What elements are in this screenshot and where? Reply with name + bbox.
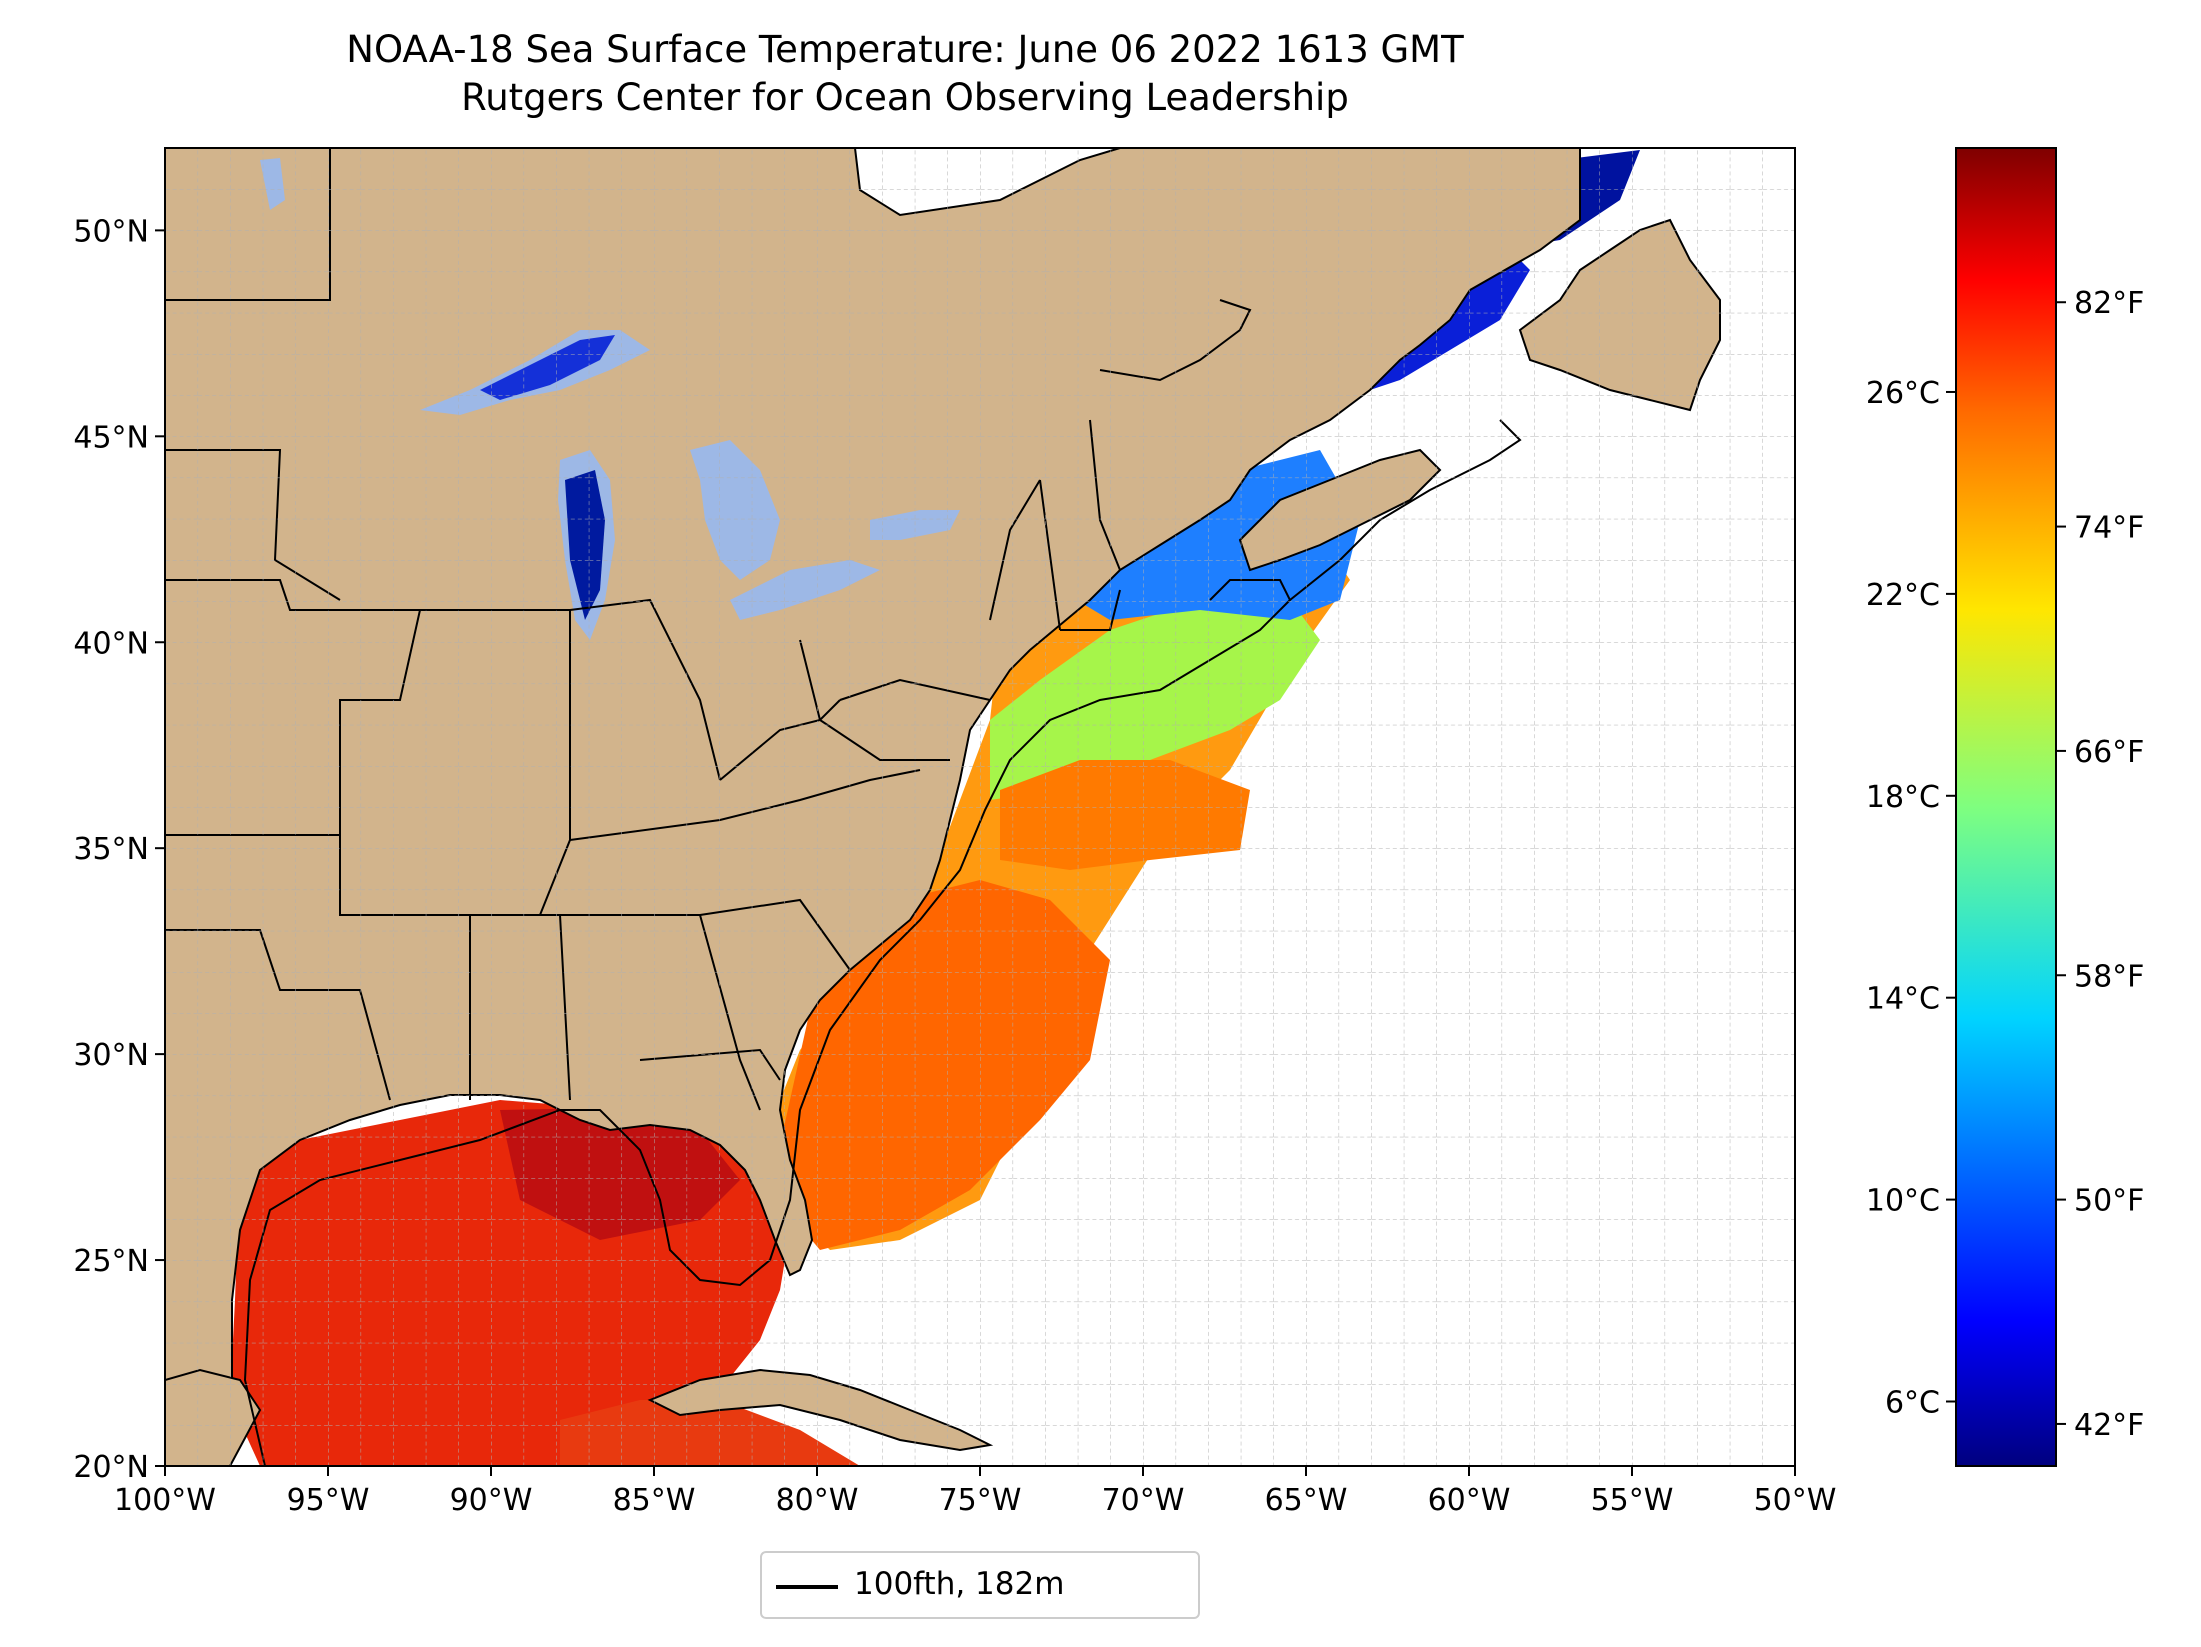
lon-tick-label: 70°W bbox=[1102, 1483, 1185, 1518]
f-tick-label: 74°F bbox=[2074, 511, 2144, 546]
lat-tick-label: 45°N bbox=[73, 420, 149, 455]
lat-tick-label: 25°N bbox=[73, 1244, 149, 1279]
lat-tick-label: 50°N bbox=[73, 214, 149, 249]
lat-tick-label: 35°N bbox=[73, 832, 149, 867]
c-tick-label: 6°C bbox=[1885, 1386, 1940, 1421]
celsius-axis: 6°C 10°C 14°C 18°C 22°C 26°C bbox=[1866, 376, 1956, 1421]
f-tick-label: 66°F bbox=[2074, 735, 2144, 770]
lon-tick-label: 65°W bbox=[1265, 1483, 1348, 1518]
legend-label: 100fth, 182m bbox=[854, 1566, 1065, 1602]
lat-tick-label: 40°N bbox=[73, 626, 149, 661]
c-tick-label: 14°C bbox=[1866, 982, 1940, 1017]
lon-tick-label: 90°W bbox=[450, 1483, 533, 1518]
lon-tick-label: 80°W bbox=[776, 1483, 859, 1518]
lat-tick-label: 30°N bbox=[73, 1038, 149, 1073]
legend-isobath-line bbox=[776, 1585, 838, 1589]
f-tick-label: 82°F bbox=[2074, 286, 2144, 321]
legend: 100fth, 182m bbox=[760, 1551, 1200, 1619]
lon-tick-label: 60°W bbox=[1428, 1483, 1511, 1518]
c-tick-label: 22°C bbox=[1866, 578, 1940, 613]
longitude-axis: 100°W 95°W 90°W 85°W 80°W 75°W 70°W 65°W 60°W 55°… bbox=[114, 1466, 1836, 1518]
lon-tick-label: 95°W bbox=[287, 1483, 370, 1518]
colorbar-gradient bbox=[1955, 147, 2057, 1467]
title-line-2: Rutgers Center for Ocean Observing Leade… bbox=[461, 76, 1349, 119]
c-tick-label: 18°C bbox=[1866, 780, 1940, 815]
title-line-1: NOAA-18 Sea Surface Temperature: June 06… bbox=[346, 28, 1464, 71]
lon-tick-label: 75°W bbox=[939, 1483, 1022, 1518]
lon-tick-label: 50°W bbox=[1754, 1483, 1837, 1518]
c-tick-label: 10°C bbox=[1866, 1184, 1940, 1219]
graticule bbox=[165, 148, 1795, 1466]
lon-tick-label: 85°W bbox=[613, 1483, 696, 1518]
map-title: NOAA-18 Sea Surface Temperature: June 06… bbox=[0, 26, 1810, 122]
c-tick-label: 26°C bbox=[1866, 376, 1940, 411]
latitude-axis: 20°N 25°N 30°N 35°N 40°N 45°N 50°N bbox=[73, 214, 165, 1485]
f-tick-label: 50°F bbox=[2074, 1184, 2144, 1219]
fahrenheit-axis: 42°F 50°F 58°F 66°F 74°F 82°F bbox=[2056, 286, 2144, 1443]
lon-tick-label: 100°W bbox=[114, 1483, 216, 1518]
f-tick-label: 58°F bbox=[2074, 959, 2144, 994]
f-tick-label: 42°F bbox=[2074, 1408, 2144, 1443]
lat-tick-label: 20°N bbox=[73, 1450, 149, 1485]
lon-tick-label: 55°W bbox=[1591, 1483, 1674, 1518]
